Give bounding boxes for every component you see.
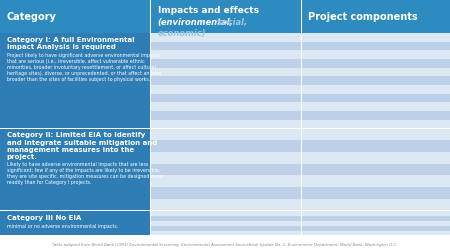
Text: social,: social, [214,18,247,27]
Bar [151,112,302,120]
Bar [301,0,302,236]
Bar [302,77,450,86]
Bar [0,34,151,129]
Bar [0,211,151,236]
Bar [301,0,302,34]
Bar [150,0,151,236]
Bar [302,112,450,120]
Bar [151,221,302,226]
Text: Impacts and effects: Impacts and effects [158,6,258,15]
Bar [151,103,302,112]
Bar [151,94,302,103]
Bar [302,69,450,77]
Bar [302,221,450,226]
Bar [151,199,302,211]
Text: Category III No EIA: Category III No EIA [7,214,81,220]
Bar [151,69,302,77]
Bar [302,176,450,187]
Text: economic): economic) [158,29,206,38]
Bar [302,231,450,236]
Bar [151,0,302,34]
Text: Table adapted from World Bank (1991) Environmental Screening. Environmental Asse: Table adapted from World Bank (1991) Env… [52,242,398,246]
Bar [302,103,450,112]
Bar [150,34,151,129]
Text: minimal or no adverse environmental impacts.: minimal or no adverse environmental impa… [7,223,118,228]
Bar [302,51,450,60]
Bar [151,77,302,86]
Bar [302,164,450,176]
Bar [151,43,302,51]
Bar [151,176,302,187]
Bar [150,129,151,211]
Bar [151,187,302,199]
Bar [0,235,450,236]
Bar [151,211,302,216]
Bar [151,60,302,69]
Bar [302,86,450,94]
Bar [151,141,302,152]
Bar [0,0,151,34]
Bar [151,216,302,221]
Bar [302,43,450,51]
Bar [150,0,151,34]
Bar [0,128,450,130]
Bar [302,60,450,69]
Bar [302,141,450,152]
Bar [150,211,151,236]
Bar [0,129,151,211]
Bar [302,187,450,199]
Bar [151,226,302,231]
Bar [301,129,302,211]
Bar [151,164,302,176]
Bar [302,129,450,141]
Bar [302,34,450,43]
Bar [151,86,302,94]
Bar [151,152,302,164]
Bar [302,94,450,103]
Bar [301,211,302,236]
Bar [302,226,450,231]
Bar [151,129,302,141]
Bar [151,34,302,43]
Text: Project likely to have significant adverse environmental impacts
that are seriou: Project likely to have significant adver… [7,53,161,82]
Bar [302,0,450,34]
Text: Category I: A full Environmental
Impact Analysis is required: Category I: A full Environmental Impact … [7,37,135,50]
Bar [151,231,302,236]
Bar [301,34,302,129]
Text: Category II: Limited EIA to identify
and integrate suitable mitigation and
manag: Category II: Limited EIA to identify and… [7,132,157,160]
Bar [302,152,450,164]
Bar [0,235,450,236]
Bar [302,216,450,221]
Bar [151,120,302,129]
Bar [302,211,450,216]
Bar [0,128,450,130]
Bar [151,51,302,60]
Bar [302,199,450,211]
Bar [0,210,450,212]
Bar [0,210,450,212]
Bar [302,120,450,129]
Text: (environmental,: (environmental, [158,18,233,27]
Text: Likely to have adverse environmental impacts that are less
significant; few if a: Likely to have adverse environmental imp… [7,162,163,185]
Text: Category: Category [7,12,57,22]
Text: Project components: Project components [308,12,418,22]
